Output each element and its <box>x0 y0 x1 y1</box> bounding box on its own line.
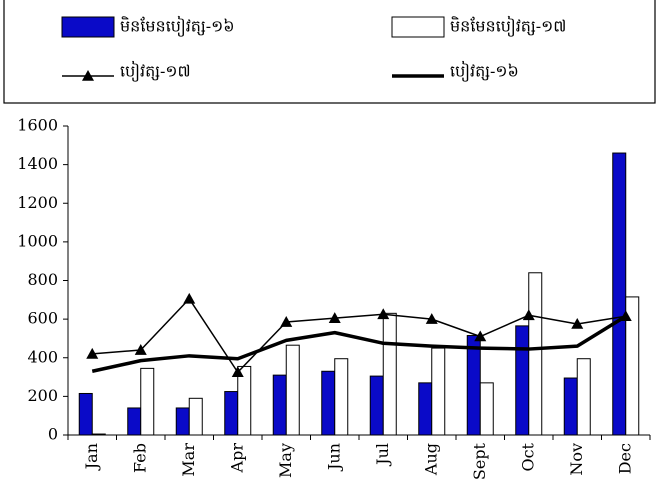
y-tick-label: 1600 <box>17 116 58 135</box>
y-tick-label: 600 <box>27 309 58 328</box>
bar <box>78 392 93 436</box>
bar <box>272 374 287 436</box>
bar <box>91 433 106 436</box>
x-tick-label: Jul <box>373 443 392 467</box>
bar <box>127 407 142 436</box>
legend-box <box>3 0 656 104</box>
marker <box>522 309 535 321</box>
marker <box>474 330 487 342</box>
legend-label: បៀវត្ស-១៦ <box>450 61 519 83</box>
bar <box>175 407 190 436</box>
bar <box>466 335 481 436</box>
legend-label: មិនមែនបៀវត្ស-១៦ <box>120 16 235 38</box>
bar <box>528 272 543 436</box>
marker <box>134 344 147 355</box>
x-tick-label: Oct <box>518 442 537 471</box>
line <box>91 314 627 373</box>
bar <box>479 382 494 436</box>
bar <box>285 344 300 436</box>
bar <box>334 358 349 436</box>
x-tick-label: May <box>276 443 295 478</box>
bar <box>140 367 155 436</box>
bar <box>382 312 397 436</box>
marker <box>425 313 438 324</box>
marker <box>183 292 196 304</box>
marker <box>571 317 584 329</box>
bar <box>563 377 578 436</box>
x-tick-label: Dec <box>615 443 634 474</box>
legend-swatch <box>61 16 115 38</box>
bar <box>576 358 591 436</box>
y-tick-label: 0 <box>48 425 58 444</box>
bar <box>625 296 640 436</box>
x-tick-label: Sept <box>470 442 489 480</box>
y-tick-label: 800 <box>27 270 58 289</box>
y-tick-label: 1000 <box>17 231 58 250</box>
legend-marker <box>82 70 94 81</box>
x-tick-label: Mar <box>179 443 198 477</box>
x-tick-label: Jan <box>82 443 101 471</box>
x-tick-label: Feb <box>130 443 149 473</box>
marker <box>231 366 244 378</box>
y-tick-label: 200 <box>27 386 58 405</box>
marker <box>86 347 99 359</box>
bar <box>369 375 384 436</box>
bar <box>188 397 203 436</box>
bar <box>224 391 239 436</box>
legend-label: មិនមែនបៀវត្ស-១៧ <box>450 16 566 38</box>
line <box>92 298 626 373</box>
bar <box>418 382 433 436</box>
bar <box>321 370 336 436</box>
legend-swatch <box>391 16 445 38</box>
y-tick-label: 1200 <box>17 193 58 212</box>
marker <box>280 316 293 327</box>
bar <box>612 152 627 436</box>
bar <box>515 325 530 436</box>
marker <box>377 308 390 320</box>
x-tick-label: Apr <box>227 443 246 474</box>
bar <box>431 347 446 436</box>
x-tick-label: Jun <box>324 443 343 472</box>
y-tick-label: 400 <box>27 347 58 366</box>
y-tick-label: 1400 <box>17 154 58 173</box>
marker <box>328 312 341 323</box>
legend-label: បៀវត្ស-១៧ <box>120 61 191 83</box>
x-tick-label: Aug <box>421 443 440 476</box>
x-tick-label: Nov <box>567 443 586 476</box>
